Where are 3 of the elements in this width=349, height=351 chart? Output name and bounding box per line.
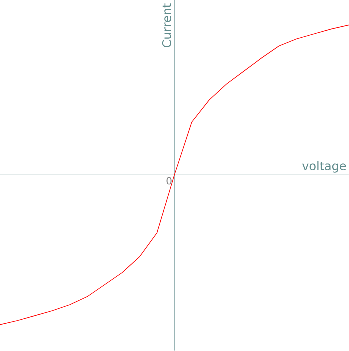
x-axis-title: voltage bbox=[302, 161, 346, 173]
y-axis-title: Current bbox=[162, 4, 172, 48]
annotation: 0 bbox=[166, 177, 172, 185]
